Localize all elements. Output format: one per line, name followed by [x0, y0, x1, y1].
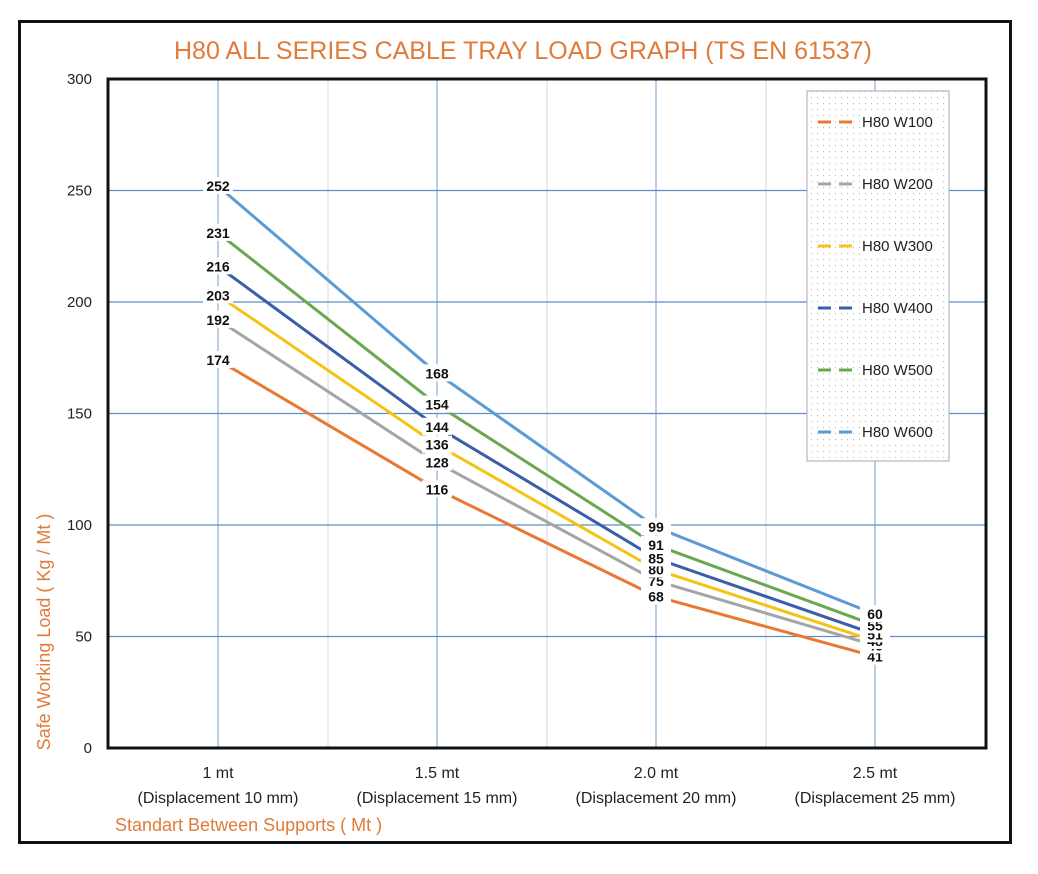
x-tick-sublabel: (Displacement 10 mm)	[138, 790, 299, 807]
data-label-bg	[203, 310, 233, 328]
data-label: 203	[206, 287, 230, 303]
legend: H80 W100 H80 W200 H80 W300 H80 W400 H80 W500…	[806, 90, 950, 462]
y-tick-label: 250	[67, 183, 92, 200]
data-label-bg	[860, 605, 890, 623]
series-lines	[224, 191, 863, 655]
data-label-bg	[203, 223, 233, 241]
legend-entry: H80 W400	[862, 300, 933, 317]
data-label: 168	[425, 365, 449, 381]
series-line-segment	[225, 324, 428, 458]
data-label-bg	[422, 480, 452, 498]
series-line-segment	[666, 547, 863, 622]
y-axis-label: Safe Working Load ( Kg / Mt )	[34, 514, 54, 751]
series-line-segment	[446, 431, 647, 554]
data-label-bg	[422, 417, 452, 435]
data-label: 216	[206, 258, 230, 274]
series-line-segment	[446, 466, 647, 577]
series-line-segment	[446, 409, 647, 540]
series-line-segment	[447, 493, 646, 593]
data-label: 91	[648, 537, 664, 553]
data-label-bg	[203, 286, 233, 304]
series-line-segment	[224, 191, 429, 367]
data-label: 174	[206, 352, 230, 368]
x-tick-labels: 1 mt (Displacement 10 mm) 1.5 mt (Displacem…	[138, 765, 956, 807]
data-label: 128	[425, 455, 449, 471]
series-line-segment	[224, 237, 429, 399]
y-tick-label: 50	[75, 629, 92, 646]
data-label: 116	[426, 481, 449, 497]
data-label-bg	[641, 587, 671, 605]
legend-entry: H80 W500	[862, 362, 933, 379]
data-label: 144	[425, 419, 449, 435]
legend-entry: H80 W100	[862, 114, 933, 131]
series-line-segment	[225, 271, 429, 421]
legend-text-bg	[861, 174, 939, 193]
legend-box	[806, 90, 950, 462]
data-label-bg	[641, 518, 671, 536]
x-axis-label: Standart Between Supports ( Mt )	[115, 815, 382, 835]
y-tick-label: 100	[67, 517, 92, 534]
y-tick-label: 300	[67, 71, 92, 88]
data-label: 231	[206, 225, 230, 241]
data-label: 68	[648, 588, 664, 604]
y-tick-labels: 0 50 100 150 200 250 300	[67, 71, 92, 757]
x-tick-sublabel: (Displacement 15 mm)	[357, 790, 518, 807]
legend-text-bg	[861, 360, 939, 379]
y-tick-label: 0	[84, 740, 92, 757]
x-tick-label: 2.0 mt	[634, 765, 679, 782]
data-labels: 1741166841192128754620313680482161448551…	[203, 177, 890, 665]
y-tick-label: 150	[67, 406, 92, 423]
x-tick-label: 2.5 mt	[853, 765, 898, 782]
series-line-segment	[666, 571, 863, 639]
data-label-bg	[422, 395, 452, 413]
data-label: 154	[425, 397, 449, 413]
legend-entry: H80 W300	[862, 238, 933, 255]
data-label: 60	[867, 606, 883, 622]
x-tick-label: 1 mt	[202, 765, 234, 782]
x-tick-label: 1.5 mt	[415, 765, 460, 782]
data-label-bg	[203, 177, 233, 195]
series-line-segment	[667, 598, 862, 655]
data-label: 85	[648, 550, 664, 566]
data-label: 136	[425, 437, 449, 453]
plot-border	[106, 77, 988, 750]
series-line-segment	[666, 560, 863, 632]
data-label-bg	[422, 364, 452, 382]
axes	[106, 77, 988, 750]
series-line-segment	[225, 363, 428, 485]
data-label: 99	[648, 519, 664, 535]
data-label-bg	[422, 453, 452, 471]
data-label-bg	[641, 549, 671, 567]
data-label-bg	[203, 350, 233, 368]
legend-entry: H80 W600	[862, 424, 933, 441]
legend-text-bg	[861, 422, 939, 441]
legend-entry: H80 W200	[862, 176, 933, 193]
data-label: 192	[206, 312, 230, 328]
legend-text-bg	[861, 112, 939, 131]
series-line-segment	[446, 449, 647, 565]
series-line-segment	[225, 299, 428, 440]
x-tick-sublabel: (Displacement 20 mm)	[576, 790, 737, 807]
series-line-segment	[667, 582, 862, 643]
data-label: 252	[206, 178, 230, 194]
data-label-bg	[641, 536, 671, 554]
chart-title: H80 ALL SERIES CABLE TRAY LOAD GRAPH (TS…	[174, 37, 872, 65]
y-tick-label: 200	[67, 294, 92, 311]
data-label-bg	[203, 257, 233, 275]
series-line-segment	[666, 530, 863, 611]
data-label-bg	[422, 435, 452, 453]
legend-text-bg	[861, 298, 939, 317]
x-tick-sublabel: (Displacement 25 mm)	[795, 790, 956, 807]
series-line-segment	[445, 379, 648, 522]
chart-frame	[18, 20, 1012, 844]
legend-text-bg	[861, 236, 939, 255]
